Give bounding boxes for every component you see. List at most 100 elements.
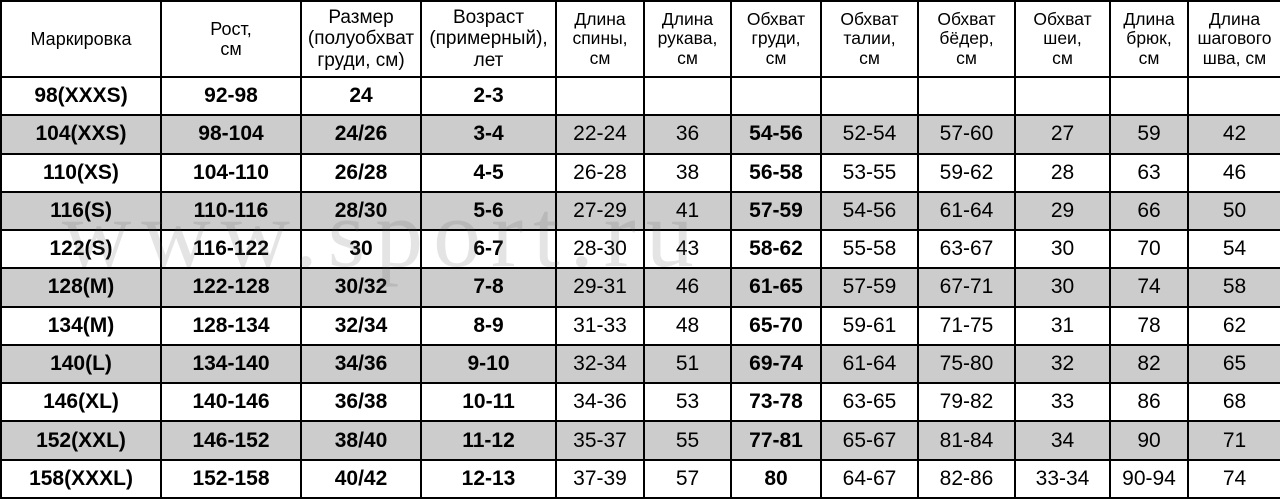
cell-vozrast: 4-5	[420, 152, 557, 193]
cell-markirovka: 104(XXS)	[0, 114, 162, 155]
column-header-dlina_rukava: Длина рукава, см	[643, 0, 732, 78]
cell-rost: 134-140	[160, 343, 302, 385]
cell-markirovka: 122(S)	[0, 229, 162, 270]
cell-rost: 110-116	[160, 190, 302, 232]
cell-markirovka: 98(XXXS)	[0, 75, 162, 117]
cell-obhvat_talii: 64-67	[820, 458, 919, 499]
cell-dlina_rukava: 57	[643, 458, 732, 499]
cell-razmer: 36/38	[300, 382, 422, 423]
cell-dlina_bruk: 63	[1109, 152, 1189, 193]
cell-razmer: 32/34	[300, 305, 422, 346]
cell-obhvat_grudi	[730, 75, 822, 117]
column-header-rost: Рост, см	[160, 0, 302, 78]
cell-obhvat_talii: 53-55	[820, 152, 919, 193]
cell-obhvat_grudi: 77-81	[730, 420, 822, 461]
cell-obhvat_talii: 55-58	[820, 229, 919, 270]
cell-obhvat_shei: 34	[1014, 420, 1111, 461]
column-header-vozrast: Возраст (примерный), лет	[420, 0, 557, 78]
cell-dlina_bruk: 74	[1109, 267, 1189, 308]
cell-vozrast: 8-9	[420, 305, 557, 346]
cell-rost: 122-128	[160, 267, 302, 308]
cell-obhvat_grudi: 61-65	[730, 267, 822, 308]
cell-obhvat_shei: 27	[1014, 114, 1111, 155]
cell-rost: 116-122	[160, 229, 302, 270]
cell-dlina_bruk: 82	[1109, 343, 1189, 385]
cell-razmer: 26/28	[300, 152, 422, 193]
cell-dlina_rukava: 46	[643, 267, 732, 308]
cell-dlina_rukava: 48	[643, 305, 732, 346]
cell-markirovka: 116(S)	[0, 190, 162, 232]
column-header-dlina_spiny: Длина спины, см	[555, 0, 645, 78]
cell-dlina_spiny: 32-34	[555, 343, 645, 385]
cell-obhvat_beder: 59-62	[917, 152, 1016, 193]
column-header-markirovka: Маркировка	[0, 0, 162, 78]
cell-dlina_rukava: 51	[643, 343, 732, 385]
cell-obhvat_talii: 63-65	[820, 382, 919, 423]
cell-markirovka: 134(M)	[0, 305, 162, 346]
cell-markirovka: 140(L)	[0, 343, 162, 385]
table-row: 146(XL) 140-146 36/38 10-11 34-36 53 73-78 63-6…	[0, 382, 1280, 423]
column-header-dlina_bruk: Длина брюк, см	[1109, 0, 1189, 78]
cell-obhvat_beder: 61-64	[917, 190, 1016, 232]
cell-dlina_rukava: 38	[643, 152, 732, 193]
header-row: Маркировка Рост, см Размер (полуобхват груди,…	[0, 0, 1280, 78]
cell-dlina_shagovogo_shva: 65	[1187, 343, 1280, 385]
cell-dlina_shagovogo_shva: 42	[1187, 114, 1280, 155]
cell-dlina_shagovogo_shva: 54	[1187, 229, 1280, 270]
cell-vozrast: 11-12	[420, 420, 557, 461]
table-row: 152(XXL) 146-152 38/40 11-12 35-37 55 77-81 65-…	[0, 420, 1280, 461]
table-header: Маркировка Рост, см Размер (полуобхват груди,…	[0, 0, 1280, 78]
cell-obhvat_talii: 57-59	[820, 267, 919, 308]
cell-vozrast: 12-13	[420, 458, 557, 499]
cell-obhvat_beder: 57-60	[917, 114, 1016, 155]
cell-vozrast: 3-4	[420, 114, 557, 155]
cell-obhvat_beder: 79-82	[917, 382, 1016, 423]
cell-vozrast: 2-3	[420, 75, 557, 117]
cell-rost: 140-146	[160, 382, 302, 423]
cell-obhvat_shei: 32	[1014, 343, 1111, 385]
table-row: 158(XXXL) 152-158 40/42 12-13 37-39 57 80 64-67…	[0, 458, 1280, 499]
cell-obhvat_grudi: 69-74	[730, 343, 822, 385]
cell-obhvat_shei: 30	[1014, 267, 1111, 308]
cell-dlina_bruk: 86	[1109, 382, 1189, 423]
cell-rost: 92-98	[160, 75, 302, 117]
cell-vozrast: 5-6	[420, 190, 557, 232]
cell-dlina_shagovogo_shva	[1187, 75, 1280, 117]
cell-rost: 98-104	[160, 114, 302, 155]
cell-dlina_rukava: 36	[643, 114, 732, 155]
table-row: 98(XXXS) 92-98 24 2-3	[0, 75, 1280, 117]
cell-obhvat_talii: 65-67	[820, 420, 919, 461]
cell-vozrast: 6-7	[420, 229, 557, 270]
cell-dlina_bruk: 90-94	[1109, 458, 1189, 499]
cell-obhvat_beder: 75-80	[917, 343, 1016, 385]
cell-dlina_bruk	[1109, 75, 1189, 117]
cell-dlina_rukava: 43	[643, 229, 732, 270]
cell-rost: 128-134	[160, 305, 302, 346]
table-row: 128(M) 122-128 30/32 7-8 29-31 46 61-65 57-59 67…	[0, 267, 1280, 308]
cell-razmer: 24/26	[300, 114, 422, 155]
cell-dlina_bruk: 70	[1109, 229, 1189, 270]
table-row: 122(S) 116-122 30 6-7 28-30 43 58-62 55-58 63-67…	[0, 229, 1280, 270]
cell-obhvat_grudi: 57-59	[730, 190, 822, 232]
cell-dlina_bruk: 66	[1109, 190, 1189, 232]
cell-markirovka: 158(XXXL)	[0, 458, 162, 499]
cell-vozrast: 9-10	[420, 343, 557, 385]
cell-dlina_shagovogo_shva: 46	[1187, 152, 1280, 193]
cell-obhvat_shei: 30	[1014, 229, 1111, 270]
cell-rost: 152-158	[160, 458, 302, 499]
cell-vozrast: 7-8	[420, 267, 557, 308]
cell-dlina_spiny: 35-37	[555, 420, 645, 461]
cell-obhvat_shei: 33-34	[1014, 458, 1111, 499]
cell-dlina_spiny: 28-30	[555, 229, 645, 270]
cell-dlina_bruk: 78	[1109, 305, 1189, 346]
cell-razmer: 30	[300, 229, 422, 270]
cell-razmer: 24	[300, 75, 422, 117]
cell-dlina_spiny: 22-24	[555, 114, 645, 155]
column-header-obhvat_talii: Обхват талии, см	[820, 0, 919, 78]
cell-razmer: 40/42	[300, 458, 422, 499]
cell-obhvat_beder	[917, 75, 1016, 117]
cell-dlina_spiny: 34-36	[555, 382, 645, 423]
column-header-obhvat_shei: Обхват шеи, см	[1014, 0, 1111, 78]
cell-obhvat_talii: 54-56	[820, 190, 919, 232]
